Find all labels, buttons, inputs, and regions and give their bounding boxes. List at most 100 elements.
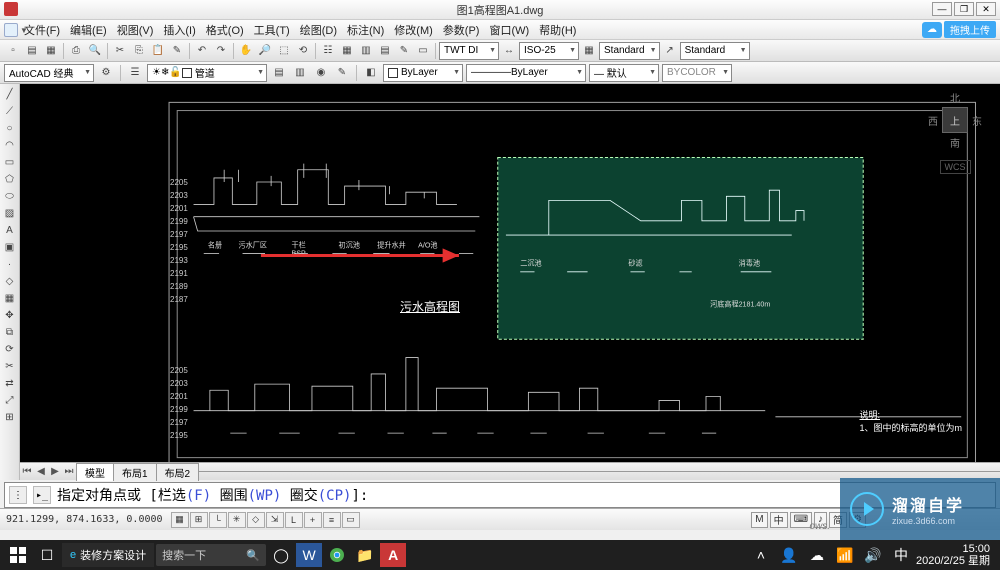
tablestyle-dropdown[interactable]: Standard [599,42,660,60]
tray-wifi-icon[interactable]: 📶 [832,543,858,567]
tab-next-icon[interactable]: ▶ [48,466,62,477]
zoom-prev-icon[interactable]: ⟲ [294,42,312,60]
lineweight-dropdown[interactable]: — 默认 [589,64,659,82]
point-icon[interactable]: · [2,256,18,272]
lwt-icon[interactable]: ≡ [323,512,341,528]
tab-first-icon[interactable]: ⏮ [20,466,34,477]
region-icon[interactable]: ◇ [2,273,18,289]
redo-icon[interactable]: ↷ [212,42,230,60]
move-icon[interactable]: ✥ [2,307,18,323]
viewcube-top[interactable]: 上 [942,107,968,133]
menu-parametric[interactable]: 参数(P) [443,22,480,38]
color-icon[interactable]: ◧ [362,64,380,82]
polar-icon[interactable]: ✳ [228,512,246,528]
rotate-icon[interactable]: ⟳ [2,341,18,357]
task-word-icon[interactable]: W [296,543,322,567]
textstyle-dropdown[interactable]: TWT DI [439,42,499,60]
minimize-button[interactable]: — [932,2,952,16]
toolpalette-icon[interactable]: ▥ [357,42,375,60]
menu-draw[interactable]: 绘图(D) [300,22,337,38]
ellipse-icon[interactable]: ⬭ [2,188,18,204]
layer-states-icon[interactable]: ▤ [270,64,288,82]
scale-icon[interactable]: ⤢ [2,392,18,408]
tab-prev-icon[interactable]: ◀ [34,466,48,477]
layer-icon[interactable]: ☰ [126,64,144,82]
calc-icon[interactable]: ▭ [414,42,432,60]
cloud-upload[interactable]: ☁ 拖拽上传 [922,21,996,38]
dimstyle-dropdown[interactable]: ISO-25 [519,42,579,60]
layer-iso-icon[interactable]: ▥ [291,64,309,82]
workspace-dropdown[interactable]: AutoCAD 经典 [4,64,94,82]
menu-format[interactable]: 格式(O) [206,22,244,38]
designcenter-icon[interactable]: ▦ [338,42,356,60]
ime-m[interactable]: M [751,512,767,528]
menu-dimension[interactable]: 标注(N) [347,22,384,38]
dyn-icon[interactable]: + [304,512,322,528]
menu-window[interactable]: 窗口(W) [489,22,529,38]
layer-match-icon[interactable]: ✎ [333,64,351,82]
tray-lang-icon[interactable]: 中 [888,543,914,567]
close-button[interactable]: ✕ [976,2,996,16]
tab-model[interactable]: 模型 [76,463,114,481]
zoom-icon[interactable]: 🔎 [256,42,274,60]
qp-icon[interactable]: ▭ [342,512,360,528]
task-ie[interactable]: e 装修方案设计 [62,543,154,567]
array-icon[interactable]: ⊞ [2,409,18,425]
plotstyle-dropdown[interactable]: BYCOLOR [662,64,732,82]
ducs-icon[interactable]: L [285,512,303,528]
line-icon[interactable]: ╱ [2,86,18,102]
mleader-icon[interactable]: ↗ [661,42,679,60]
tray-up-icon[interactable]: ˄ [748,543,774,567]
tab-layout2[interactable]: 布局2 [156,463,200,481]
menu-view[interactable]: 视图(V) [117,22,154,38]
taskbar-clock[interactable]: 15:00 2020/2/25 星期 [916,543,996,567]
menu-help[interactable]: 帮助(H) [539,22,576,38]
rect-icon[interactable]: ▭ [2,154,18,170]
paste-icon[interactable]: 📋 [149,42,167,60]
polygon-icon[interactable]: ⬠ [2,171,18,187]
mirror-icon[interactable]: ⇄ [2,375,18,391]
ime-lang[interactable]: 中 [770,512,788,528]
arc-icon[interactable]: ◠ [2,137,18,153]
otrack-icon[interactable]: ⇲ [266,512,284,528]
menu-file[interactable]: 文件(F) [24,22,60,38]
menu-tools[interactable]: 工具(T) [254,22,290,38]
zoom-window-icon[interactable]: ⬚ [275,42,293,60]
color-dropdown[interactable]: ByLayer [383,64,463,82]
table-icon[interactable]: ▦ [580,42,598,60]
menu-edit[interactable]: 编辑(E) [70,22,107,38]
dim-icon[interactable]: ↔ [500,42,518,60]
markup-icon[interactable]: ✎ [395,42,413,60]
snap-icon[interactable]: ▦ [171,512,189,528]
save-icon[interactable]: ▦ [42,42,60,60]
osnap-icon[interactable]: ◇ [247,512,265,528]
task-circle-icon[interactable]: ◯ [268,543,294,567]
canvas[interactable]: 名册污水厂区干栏BSP初沉池提升水井A/O池 二沉池砂滤消毒池河底高程2181.… [20,84,1000,480]
trim-icon[interactable]: ✂ [2,358,18,374]
menu-modify[interactable]: 修改(M) [394,22,433,38]
viewcube-wcs[interactable]: WCS [940,160,971,174]
tray-cloud-icon[interactable]: ☁ [804,543,830,567]
task-folder-icon[interactable]: 📁 [352,543,378,567]
workspace-gear-icon[interactable]: ⚙ [97,64,115,82]
command-prompt-icon[interactable]: ▸_ [33,486,51,504]
matchprop-icon[interactable]: ✎ [168,42,186,60]
preview-icon[interactable]: 🔍 [86,42,104,60]
grid-icon[interactable]: ⊞ [190,512,208,528]
maximize-button[interactable]: ❐ [954,2,974,16]
taskbar-search[interactable]: 搜索一下 🔍 [156,544,266,566]
table-draw-icon[interactable]: ▦ [2,290,18,306]
task-chrome-icon[interactable] [324,543,350,567]
ortho-icon[interactable]: └ [209,512,227,528]
taskview-icon[interactable]: ☐ [34,543,60,567]
copy-icon[interactable]: ⎘ [130,42,148,60]
start-button[interactable] [4,543,32,567]
mleaderstyle-dropdown[interactable]: Standard [680,42,750,60]
layer-dropdown[interactable]: ☀ ❄ 🔓 管道 [147,64,267,82]
pan-icon[interactable]: ✋ [237,42,255,60]
tab-layout1[interactable]: 布局1 [113,463,157,481]
tab-last-icon[interactable]: ⏭ [62,466,76,477]
linetype-dropdown[interactable]: ———— ByLayer [466,64,586,82]
task-autocad-icon[interactable]: A [380,543,406,567]
layer-prev-icon[interactable]: ◉ [312,64,330,82]
